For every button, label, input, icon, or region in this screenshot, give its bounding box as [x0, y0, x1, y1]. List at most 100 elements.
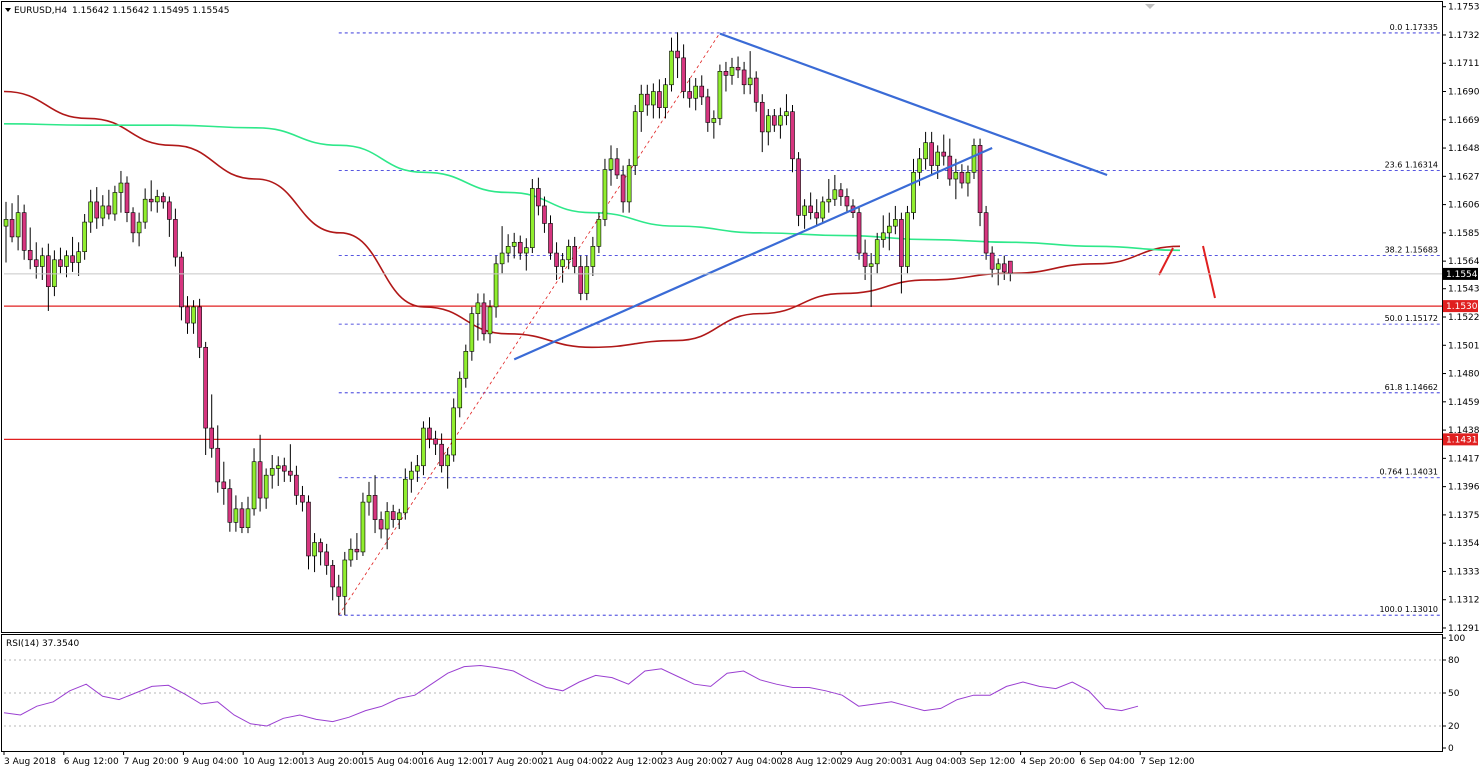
- candle: [481, 293, 487, 341]
- candle: [239, 502, 245, 534]
- candle: [245, 496, 251, 534]
- candle: [638, 84, 644, 132]
- candle: [148, 180, 154, 212]
- candle-body: [644, 93, 650, 106]
- rsi-tick-label: 80: [1448, 656, 1460, 666]
- candle: [191, 300, 196, 334]
- candle: [953, 158, 959, 200]
- candle-body: [76, 251, 81, 263]
- candle-body: [15, 212, 21, 238]
- candle-body: [227, 488, 233, 523]
- candle-body: [21, 212, 27, 251]
- candle-body: [100, 205, 106, 219]
- price-tick-label: 1.15435: [1448, 285, 1480, 295]
- candle-body: [548, 223, 553, 254]
- candle: [445, 448, 450, 489]
- candle: [965, 165, 971, 197]
- candle-body: [402, 478, 408, 514]
- candle: [433, 430, 438, 455]
- candle-body: [9, 219, 15, 238]
- candle-body: [820, 201, 826, 219]
- candle: [626, 158, 632, 213]
- candle-body: [185, 306, 190, 324]
- candle: [82, 214, 87, 260]
- candle-body: [874, 239, 880, 265]
- candle-body: [281, 465, 287, 472]
- candle-body: [173, 219, 178, 258]
- candle-body: [136, 221, 142, 234]
- candle-body: [378, 519, 384, 530]
- candle: [33, 242, 39, 279]
- candle-body: [772, 115, 777, 126]
- candle: [366, 481, 372, 516]
- ma-fast-line: [3, 123, 1181, 252]
- candle: [856, 205, 862, 260]
- candle: [324, 543, 329, 575]
- candle: [354, 533, 360, 560]
- candle: [378, 511, 384, 539]
- candle-body: [360, 501, 366, 553]
- candle: [899, 212, 904, 294]
- candle-body: [747, 77, 753, 86]
- candle: [880, 215, 886, 248]
- rsi-tick-label: 0: [1448, 744, 1454, 754]
- candle-body: [427, 427, 432, 440]
- candle: [499, 226, 505, 274]
- time-tick-label: 6 Aug 12:00: [64, 757, 119, 767]
- candle-body: [977, 145, 983, 213]
- candle-body: [596, 219, 602, 247]
- candle-body: [899, 219, 904, 267]
- support-price-tag-label: 1.15306: [1446, 302, 1480, 312]
- down-triangle-icon[interactable]: [5, 8, 11, 12]
- candle: [124, 176, 130, 223]
- candle-body: [275, 465, 281, 469]
- candle: [808, 192, 813, 220]
- candle: [94, 187, 100, 229]
- candle: [46, 243, 51, 311]
- candle-body: [778, 115, 783, 126]
- candle: [27, 227, 33, 270]
- candle: [106, 189, 112, 220]
- candle: [463, 344, 469, 388]
- candle: [741, 61, 747, 95]
- candle: [566, 239, 571, 270]
- candle-body: [58, 259, 63, 267]
- candle-body: [638, 93, 644, 112]
- candle: [39, 247, 45, 280]
- candle: [511, 232, 517, 259]
- price-tick-label: 1.13125: [1448, 596, 1480, 606]
- price-tick-label: 1.16480: [1448, 144, 1480, 154]
- symbol-label: EURUSD,H4: [14, 6, 67, 16]
- rsi-label: RSI(14) 37.3540: [6, 639, 79, 649]
- price-tick-label: 1.14595: [1448, 398, 1480, 408]
- candle: [275, 456, 281, 486]
- price-tick-label: 1.15640: [1448, 257, 1480, 267]
- candle-body: [269, 468, 275, 476]
- candle: [167, 196, 172, 237]
- candle: [203, 341, 208, 455]
- time-tick-label: 27 Aug 04:00: [722, 757, 783, 767]
- candle-body: [463, 351, 469, 379]
- candle-body: [46, 255, 51, 288]
- candle-body: [106, 205, 112, 215]
- candle-body: [886, 225, 892, 234]
- candle-body: [542, 205, 547, 224]
- candle-body: [148, 198, 154, 203]
- candle: [312, 533, 317, 573]
- candle: [941, 134, 947, 166]
- candle: [959, 164, 965, 189]
- candle-body: [27, 250, 33, 261]
- fibonacci-layer: 0.0 1.17335 23.6 1.16314 38.2 1.15683 50.0 …: [338, 23, 1442, 616]
- candle: [523, 238, 529, 271]
- candle-body: [517, 241, 523, 254]
- candle-body: [953, 171, 959, 180]
- candle-body: [669, 50, 674, 86]
- candle: [493, 255, 499, 318]
- candle-body: [318, 542, 323, 553]
- candle-body: [94, 201, 100, 219]
- price-tick-label: 1.13545: [1448, 539, 1480, 549]
- candle: [197, 298, 202, 359]
- time-tick-label: 21 Aug 04:00: [542, 757, 603, 767]
- candle: [21, 204, 27, 260]
